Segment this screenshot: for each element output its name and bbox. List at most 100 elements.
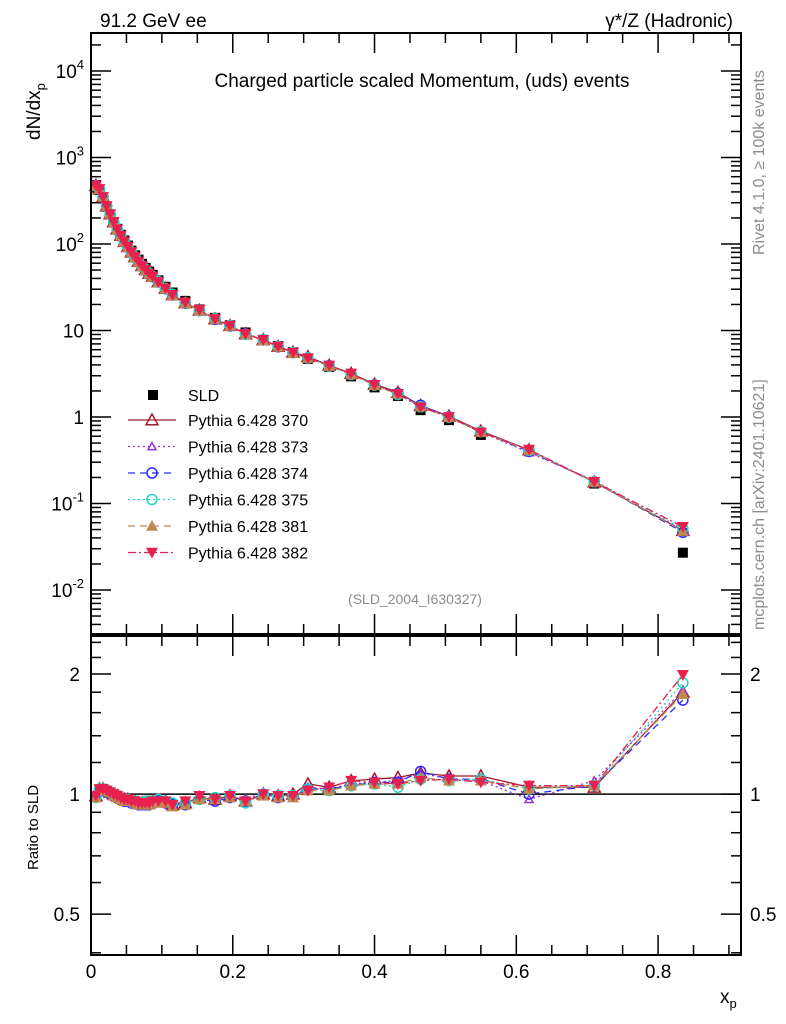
series-382-point <box>114 230 127 242</box>
series-382-ratio-point <box>287 791 300 802</box>
legend-marker <box>146 440 158 451</box>
series-382-point <box>193 305 206 316</box>
series-382-ratio-point <box>442 774 455 786</box>
ratio-y-tick-label: 1 <box>69 785 80 806</box>
legend: Pythia 6.428 370 Pythia 6.428 373 Pythia 6… <box>128 388 308 563</box>
series-382-point <box>146 271 159 283</box>
ratio-frame <box>90 635 742 956</box>
series-382-point <box>368 380 381 391</box>
y-tick-label: 104 <box>56 57 84 83</box>
series-382-point <box>239 329 252 340</box>
ratio-panel: 0 0.2 0.4 0.6 0.8 0.5 0.5 1 1 2 2 <box>54 636 776 983</box>
series-382-ratio-point <box>209 794 222 806</box>
series-382-ratio-point <box>414 775 427 787</box>
svg-text:xp: xp <box>720 987 737 1011</box>
legend-marker <box>146 547 158 559</box>
series-382-ratio-point <box>272 791 285 802</box>
series-382-point <box>93 184 106 195</box>
legend-label: Pythia 6.428 382 <box>188 546 308 563</box>
series-382-point <box>257 335 270 346</box>
x-tick-label: 0.8 <box>645 962 671 983</box>
legend-label: Pythia 6.428 373 <box>188 440 308 457</box>
y-tick-label: 102 <box>56 230 84 256</box>
x-tick-label: 0.2 <box>220 962 246 983</box>
ratio-y-tick-label: 0.5 <box>54 905 80 926</box>
series-382-point <box>179 297 192 309</box>
series-382-point <box>111 224 124 236</box>
series-382-ratio-point <box>159 796 172 808</box>
legend-marker-sld <box>148 390 158 400</box>
legend-label-sld: SLD <box>188 388 219 405</box>
series-382-ratio-point <box>257 789 270 801</box>
legend-marker <box>146 520 158 531</box>
series-382-point <box>121 241 134 253</box>
series-382-point <box>152 277 165 288</box>
series-382-ratio-point <box>676 670 689 681</box>
upper-frame <box>90 32 742 635</box>
series-382-ratio-point <box>179 796 192 808</box>
series-382-ratio-point <box>223 791 236 802</box>
series-382-ratio-point <box>193 791 206 802</box>
series-382-point <box>391 388 404 400</box>
series-382-ratio-point <box>588 780 601 792</box>
sld-point <box>677 547 688 558</box>
series-382-point <box>104 209 117 221</box>
series-382-point <box>287 347 300 359</box>
series-382-ratio-point <box>391 779 404 790</box>
x-tick-label: 0.4 <box>361 962 388 983</box>
svg-text:dN/dxp: dN/dxp <box>24 83 48 140</box>
series-382-ratio-point <box>368 777 381 789</box>
y-tick-label: 103 <box>56 144 84 170</box>
series-382-point <box>676 522 689 533</box>
legend-label: Pythia 6.428 381 <box>188 519 308 536</box>
series-382-point <box>414 402 427 414</box>
series-373-ratio-line <box>95 689 684 806</box>
chart-title: Charged particle scaled Momentum, (uds) … <box>214 71 629 92</box>
y-axis-title-ratio: Ratio to SLD <box>25 785 42 870</box>
ratio-y-tick-label-right: 1 <box>750 785 761 806</box>
series-382-point <box>166 290 179 301</box>
analysis-id: (SLD_2004_I630327) <box>348 591 482 607</box>
mcplots-label: mcplots.cern.ch [arXiv:2401.10621] <box>751 379 768 630</box>
legend-label: Pythia 6.428 375 <box>188 493 308 510</box>
series-382-point <box>523 444 536 456</box>
series-382-point <box>345 368 358 380</box>
series-382-point <box>474 427 487 439</box>
y-tick-label: 10-1 <box>51 490 84 516</box>
upper-panel: 10-2 10-1 1 10 102 103 104 <box>51 33 741 634</box>
legend-label: Pythia 6.428 370 <box>188 413 308 430</box>
legend-marker <box>144 412 160 426</box>
series-382-ratio-point <box>474 777 487 789</box>
series-382-ratio-point <box>523 780 536 792</box>
rivet-label: Rivet 4.1.0, ≥ 100k events <box>751 70 768 255</box>
energy-label: 91.2 GeV ee <box>100 11 207 32</box>
ratio-y-tick-label-right: 2 <box>750 665 761 686</box>
series-382-point <box>442 412 455 423</box>
series-382-point <box>209 314 222 326</box>
series-382-point <box>588 476 601 488</box>
x-axis-title: xp <box>720 987 737 1011</box>
process-label: γ*/Z (Hadronic) <box>605 11 733 32</box>
x-tick-label: 0.6 <box>503 962 529 983</box>
series-381-ratio-point <box>676 688 689 699</box>
series-382-point <box>100 201 113 212</box>
ratio-y-tick-label-right: 0.5 <box>750 905 776 926</box>
y-tick-label: 10-2 <box>51 576 84 602</box>
series-382-point <box>97 192 110 203</box>
series-382-point <box>223 320 236 332</box>
y-axis-title-upper: dN/dxp <box>24 83 48 140</box>
y-tick-label: 1 <box>73 408 84 429</box>
y-tick-label: 10 <box>63 322 84 343</box>
x-tick-label: 0 <box>86 962 97 983</box>
legend-label: Pythia 6.428 374 <box>188 466 308 483</box>
legend-marker <box>146 493 158 506</box>
series-382-ratio-point <box>345 775 358 787</box>
series-382-ratio-point <box>239 796 252 808</box>
series-382-ratio-point <box>166 799 179 811</box>
series-382-point <box>159 283 172 295</box>
ratio-y-tick-label: 2 <box>69 665 80 686</box>
legend-marker <box>146 467 158 479</box>
series-382-point <box>107 217 120 228</box>
series-382-ratio-point <box>323 782 336 794</box>
